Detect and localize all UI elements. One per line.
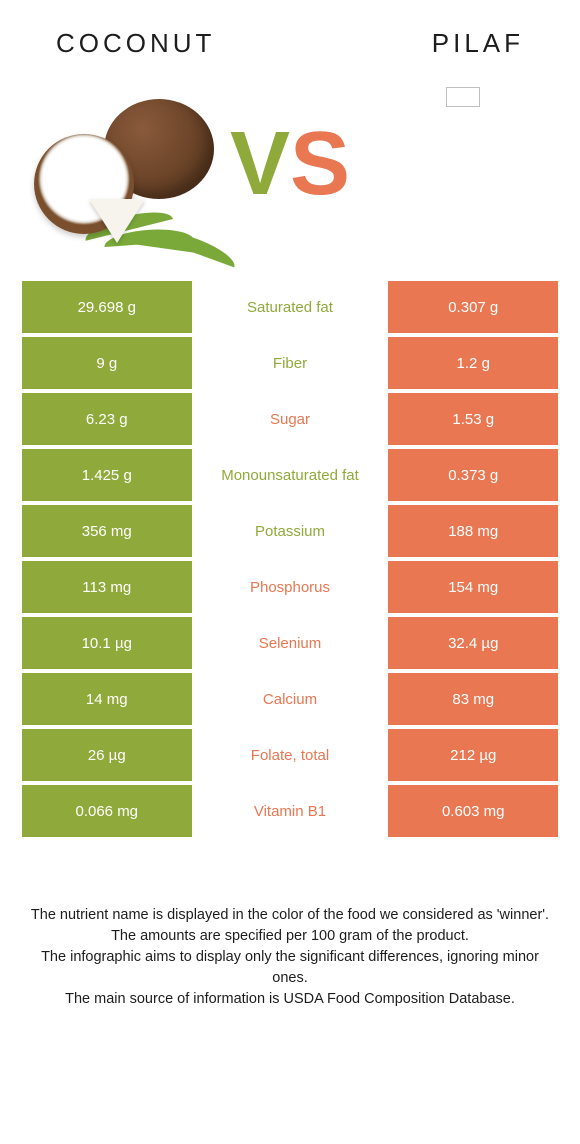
coconut-image: [34, 89, 224, 249]
value-right: 0.307 g: [386, 281, 558, 333]
pilaf-image-placeholder: [446, 87, 480, 107]
table-row: 356 mgPotassium188 mg: [22, 505, 558, 561]
table-row: 1.425 gMonounsaturated fat0.373 g: [22, 449, 558, 505]
nutrient-label: Folate, total: [194, 729, 387, 781]
footer-notes: The nutrient name is displayed in the co…: [28, 905, 552, 1010]
table-row: 29.698 gSaturated fat0.307 g: [22, 281, 558, 337]
table-row: 0.066 mgVitamin B10.603 mg: [22, 785, 558, 841]
value-left: 10.1 µg: [22, 617, 194, 669]
value-right: 83 mg: [386, 673, 558, 725]
value-right: 1.2 g: [386, 337, 558, 389]
vs-label: V S: [230, 119, 350, 209]
nutrient-label: Potassium: [194, 505, 387, 557]
coconut-slice-icon: [89, 199, 145, 243]
table-row: 9 gFiber1.2 g: [22, 337, 558, 393]
table-row: 10.1 µgSelenium32.4 µg: [22, 617, 558, 673]
value-right: 188 mg: [386, 505, 558, 557]
value-left: 0.066 mg: [22, 785, 194, 837]
header: COCONUT PILAF: [0, 0, 580, 59]
nutrient-label: Monounsaturated fat: [194, 449, 387, 501]
value-right: 0.373 g: [386, 449, 558, 501]
vs-v-letter: V: [230, 119, 290, 209]
value-left: 356 mg: [22, 505, 194, 557]
value-right: 212 µg: [386, 729, 558, 781]
vs-s-letter: S: [290, 119, 350, 209]
value-left: 29.698 g: [22, 281, 194, 333]
footer-line: The main source of information is USDA F…: [28, 989, 552, 1010]
value-left: 26 µg: [22, 729, 194, 781]
nutrient-label: Calcium: [194, 673, 387, 725]
infographic-root: COCONUT PILAF V S 29.698 gSaturated fat0…: [0, 0, 580, 1010]
nutrient-label: Fiber: [194, 337, 387, 389]
food-title-right: PILAF: [432, 28, 524, 59]
value-right: 1.53 g: [386, 393, 558, 445]
nutrient-label: Sugar: [194, 393, 387, 445]
footer-line: The amounts are specified per 100 gram o…: [28, 926, 552, 947]
nutrient-label: Saturated fat: [194, 281, 387, 333]
table-row: 113 mgPhosphorus154 mg: [22, 561, 558, 617]
nutrient-label: Phosphorus: [194, 561, 387, 613]
nutrient-label: Selenium: [194, 617, 387, 669]
footer-line: The infographic aims to display only the…: [28, 947, 552, 989]
value-left: 113 mg: [22, 561, 194, 613]
footer-line: The nutrient name is displayed in the co…: [28, 905, 552, 926]
comparison-table: 29.698 gSaturated fat0.307 g9 gFiber1.2 …: [22, 281, 558, 841]
table-row: 6.23 gSugar1.53 g: [22, 393, 558, 449]
nutrient-label: Vitamin B1: [194, 785, 387, 837]
table-row: 14 mgCalcium83 mg: [22, 673, 558, 729]
value-left: 1.425 g: [22, 449, 194, 501]
value-left: 14 mg: [22, 673, 194, 725]
value-left: 6.23 g: [22, 393, 194, 445]
value-right: 0.603 mg: [386, 785, 558, 837]
value-left: 9 g: [22, 337, 194, 389]
hero-row: V S: [0, 79, 580, 259]
table-row: 26 µgFolate, total212 µg: [22, 729, 558, 785]
value-right: 32.4 µg: [386, 617, 558, 669]
food-title-left: COCONUT: [56, 28, 215, 59]
value-right: 154 mg: [386, 561, 558, 613]
